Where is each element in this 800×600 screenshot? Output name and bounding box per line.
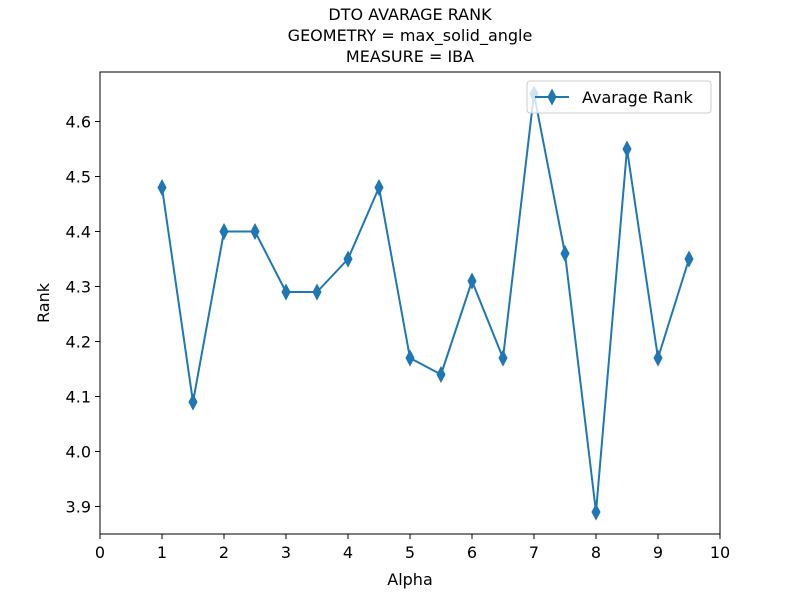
data-point-marker: [250, 222, 260, 241]
x-tick-label: 3: [281, 543, 291, 562]
chart-title: DTO AVARAGE RANK GEOMETRY = max_solid_an…: [288, 5, 533, 66]
legend-label: Avarage Rank: [582, 88, 693, 107]
x-tick-label: 0: [95, 543, 105, 562]
data-point-marker: [560, 244, 570, 263]
data-point-marker: [405, 349, 415, 367]
y-tick-label: 4.1: [66, 388, 91, 407]
y-tick-label: 4.2: [66, 333, 91, 352]
data-point-marker: [188, 393, 198, 411]
data-point-marker: [281, 283, 291, 301]
x-axis-ticks: 0 1 2 3 4 5 6 7 8 9 10: [95, 534, 730, 562]
x-tick-label: 6: [467, 543, 477, 562]
y-tick-label: 4.5: [66, 168, 91, 187]
title-line-3: MEASURE = IBA: [346, 47, 474, 66]
y-tick-label: 4.3: [66, 278, 91, 297]
x-tick-label: 4: [343, 543, 353, 562]
data-point-marker: [343, 250, 353, 268]
data-point-marker: [653, 349, 663, 367]
data-point-marker: [467, 272, 477, 290]
data-point-marker: [219, 222, 229, 241]
y-tick-label: 4.6: [66, 113, 91, 132]
series-line: [161, 93, 690, 513]
y-tick-label: 4.0: [66, 443, 91, 462]
legend-marker-diamond: [547, 88, 557, 106]
data-point-marker: [498, 349, 508, 367]
plot-frame: [99, 71, 721, 535]
y-axis-ticks: 3.9 4.0 4.1 4.2 4.3 4.4 4.5 4.6: [66, 113, 100, 517]
x-tick-label: 9: [653, 543, 663, 562]
y-tick-label: 4.4: [66, 223, 91, 242]
title-line-1: DTO AVARAGE RANK: [328, 5, 492, 24]
series-layer: [157, 85, 694, 521]
y-axis-label: Rank: [34, 282, 53, 323]
data-point-marker: [157, 178, 167, 197]
data-point-marker: [684, 250, 694, 268]
x-axis-label: Alpha: [387, 570, 433, 589]
legend-box: [526, 80, 712, 114]
legend: Avarage Rank: [526, 80, 712, 114]
x-tick-label: 8: [591, 543, 601, 562]
data-point-marker: [436, 365, 446, 384]
data-point-marker: [622, 140, 632, 158]
x-tick-label: 2: [219, 543, 229, 562]
y-tick-label: 3.9: [66, 498, 91, 517]
data-point-marker: [374, 178, 384, 197]
data-point-marker: [312, 283, 322, 301]
x-tick-label: 1: [157, 543, 167, 562]
data-point-marker: [591, 503, 601, 521]
title-line-2: GEOMETRY = max_solid_angle: [288, 26, 533, 46]
x-tick-label: 10: [710, 543, 730, 562]
x-tick-label: 5: [405, 543, 415, 562]
x-tick-label: 7: [529, 543, 539, 562]
